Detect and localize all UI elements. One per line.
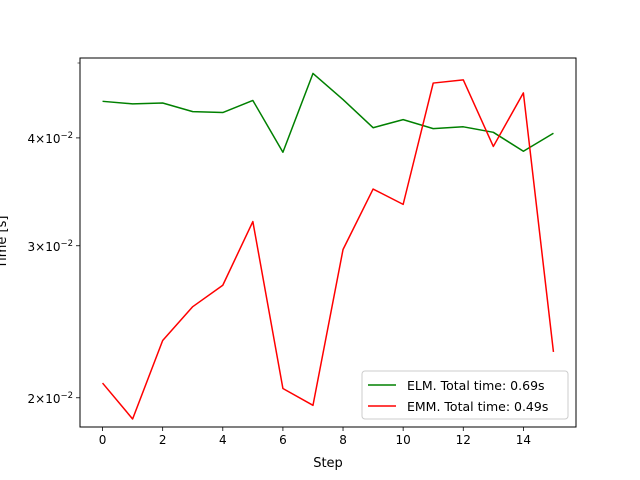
y-axis-label: Time [s]: [0, 216, 10, 270]
y-tick-label: 3×10−2: [28, 239, 74, 254]
y-tick-label: 4×10−2: [28, 131, 74, 146]
x-axis-ticks: 0 2 4 6 8 10 12 14: [99, 427, 531, 447]
x-tick-label: 6: [279, 433, 287, 447]
legend-box: [361, 370, 569, 420]
series-line-emm: [101, 79, 555, 420]
series-layer: [101, 72, 555, 420]
legend-entry-label: EMM. Total time: 0.49s: [407, 399, 548, 414]
plot-frame: [79, 57, 577, 428]
x-tick-label: 2: [159, 433, 167, 447]
x-tick-label: 8: [339, 433, 347, 447]
x-tick-label: 12: [456, 433, 471, 447]
series-line-elm: [102, 72, 554, 153]
y-tick-label: 2×10−2: [28, 391, 74, 406]
y-axis-ticks: 2×10−2 3×10−2 4×10−2: [28, 62, 80, 406]
legend-entry-label: ELM. Total time: 0.69s: [407, 378, 545, 393]
x-tick-label: 14: [516, 433, 531, 447]
x-axis-label: Step: [313, 456, 343, 471]
x-tick-label: 10: [396, 433, 411, 447]
legend: ELM. Total time: 0.69s EMM. Total time: 0…: [361, 370, 569, 420]
x-tick-label: 4: [219, 433, 227, 447]
x-tick-label: 0: [99, 433, 107, 447]
